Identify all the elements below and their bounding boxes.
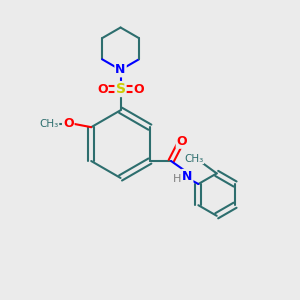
Text: N: N	[116, 63, 126, 76]
Text: O: O	[97, 82, 108, 95]
Text: N: N	[182, 170, 193, 183]
Text: O: O	[134, 82, 144, 95]
Text: O: O	[177, 135, 187, 148]
Text: CH₃: CH₃	[40, 118, 59, 129]
Text: O: O	[63, 117, 74, 130]
Text: H: H	[173, 174, 181, 184]
Text: S: S	[116, 82, 126, 96]
Text: CH₃: CH₃	[184, 154, 204, 164]
